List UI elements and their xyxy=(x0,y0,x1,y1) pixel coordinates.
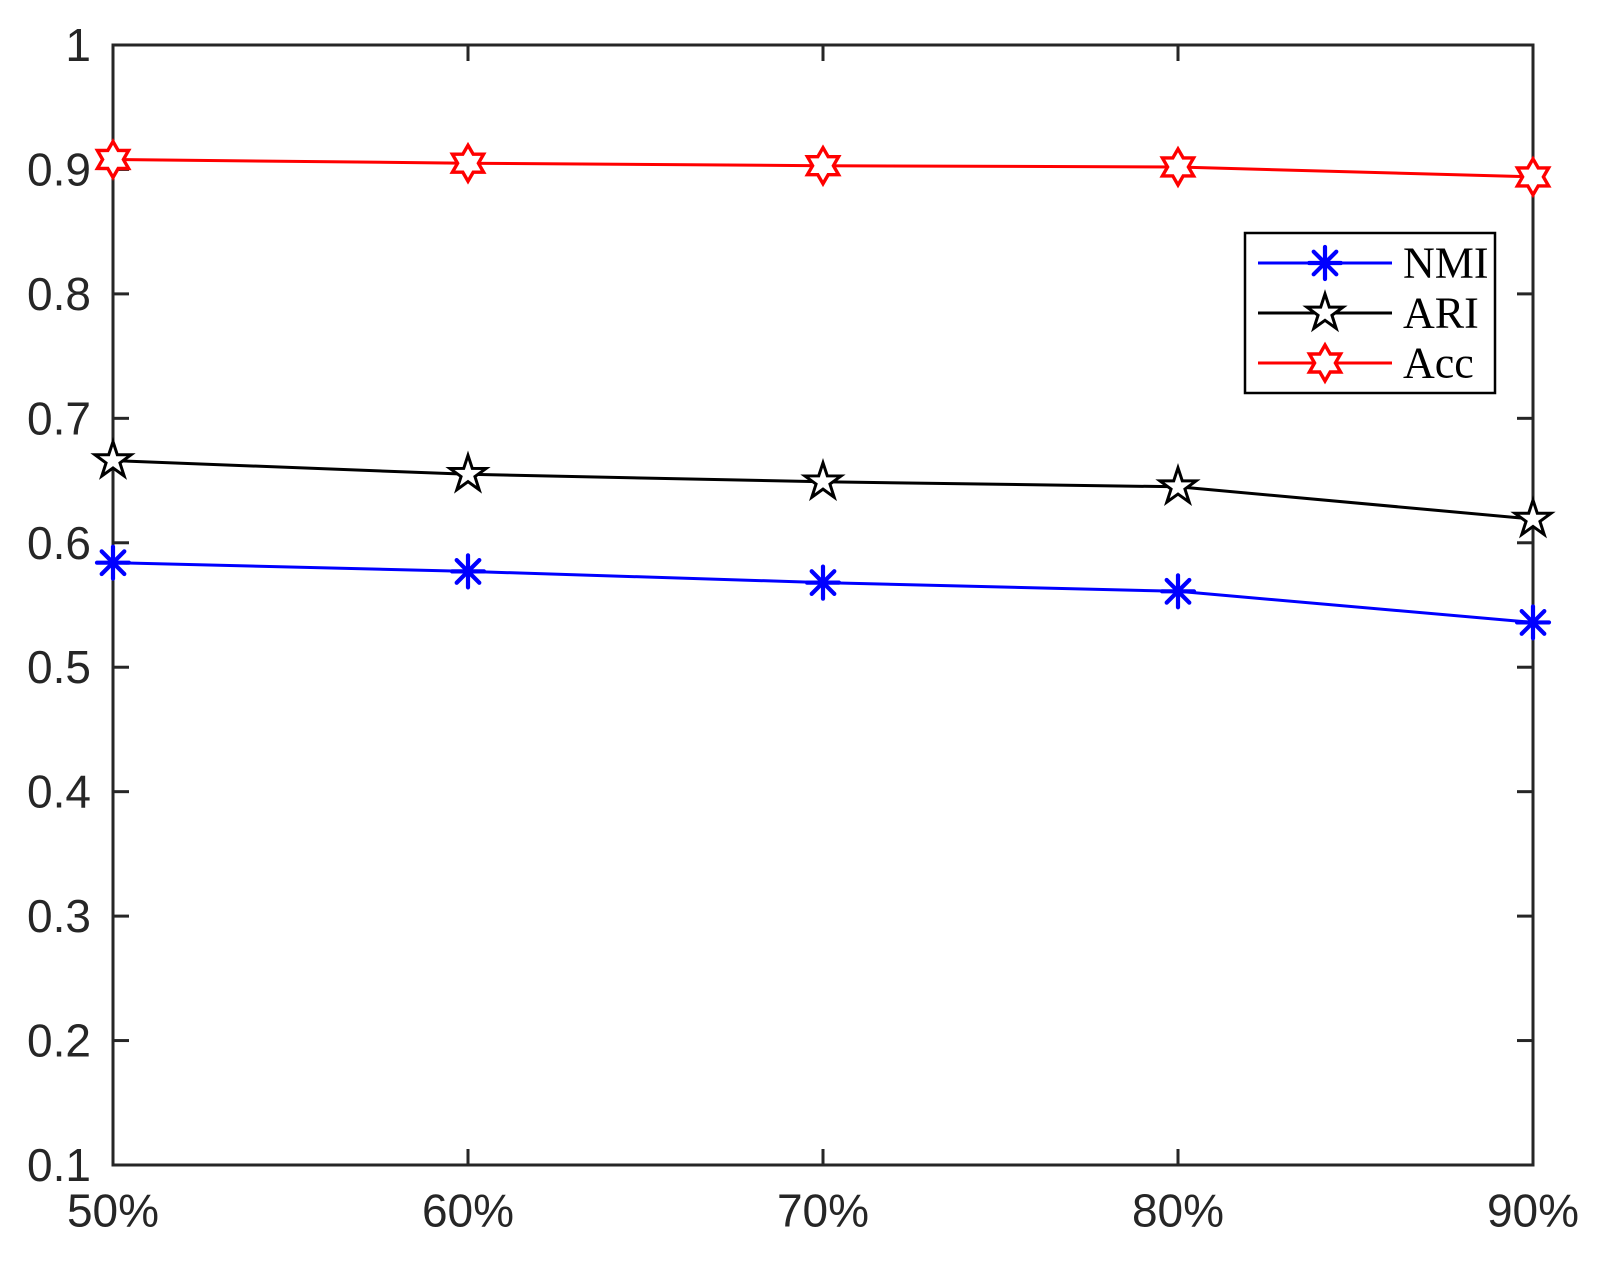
x-tick-label: 60% xyxy=(422,1185,514,1237)
marker-pentagram xyxy=(445,450,491,494)
y-tick-label: 0.6 xyxy=(27,517,91,569)
marker-asterisk xyxy=(99,549,127,577)
x-tick-label: 50% xyxy=(67,1185,159,1237)
y-tick-label: 0.2 xyxy=(27,1015,91,1067)
legend-label-NMI: NMI xyxy=(1403,239,1489,288)
x-tick-label: 70% xyxy=(777,1185,869,1237)
marker-hexagram xyxy=(1514,155,1552,199)
y-tick-label: 0.9 xyxy=(27,143,91,195)
marker-pentagram xyxy=(1510,495,1556,539)
y-tick-label: 0.1 xyxy=(27,1139,91,1191)
y-tick-label: 0.8 xyxy=(27,268,91,320)
y-tick-label: 1 xyxy=(65,19,91,71)
marker-asterisk xyxy=(1311,249,1339,277)
y-tick-label: 0.4 xyxy=(27,766,91,818)
marker-hexagram xyxy=(449,141,487,185)
marker-pentagram xyxy=(800,457,846,502)
legend-label-Acc: Acc xyxy=(1403,339,1474,388)
marker-asterisk xyxy=(1164,577,1192,605)
marker-asterisk xyxy=(1519,609,1547,636)
y-tick-label: 0.3 xyxy=(27,890,91,942)
y-tick-label: 0.5 xyxy=(27,641,91,693)
marker-hexagram xyxy=(804,144,842,188)
marker-hexagram xyxy=(1159,145,1197,189)
marker-asterisk xyxy=(809,569,837,597)
marker-hexagram xyxy=(94,138,132,181)
marker-asterisk xyxy=(454,557,482,585)
plot-area xyxy=(113,45,1533,1165)
y-tick-label: 0.7 xyxy=(27,392,91,444)
legend-label-ARI: ARI xyxy=(1403,289,1479,338)
marker-pentagram xyxy=(1302,289,1348,333)
marker-hexagram xyxy=(1306,341,1344,385)
marker-pentagram xyxy=(90,436,136,480)
marker-pentagram xyxy=(1155,462,1201,507)
x-tick-label: 80% xyxy=(1132,1185,1224,1237)
x-tick-label: 90% xyxy=(1487,1185,1579,1237)
